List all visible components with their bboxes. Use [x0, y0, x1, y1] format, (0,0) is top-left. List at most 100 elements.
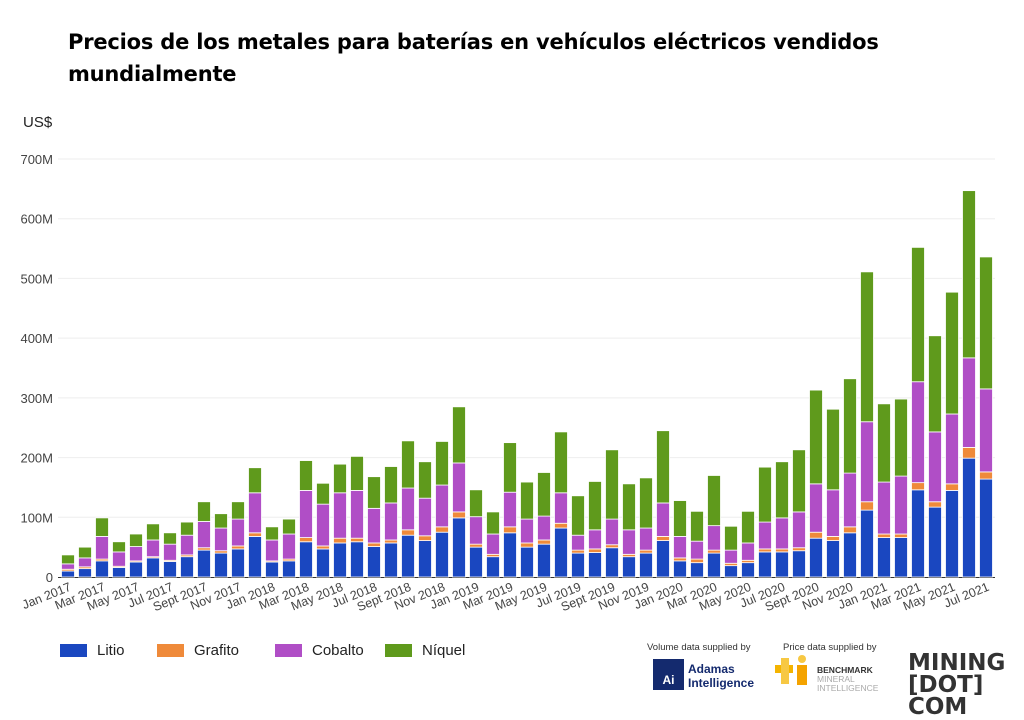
bar-segment-litio — [605, 547, 619, 578]
legend-item-litio: Litio — [60, 642, 125, 659]
bar-segment-cobalto — [979, 388, 993, 473]
bar-segment-níquel — [588, 481, 602, 531]
bar-segment-litio — [418, 540, 432, 578]
bar-segment-litio — [809, 537, 823, 578]
bar-segment-litio — [231, 548, 245, 578]
bar-segment-litio — [163, 561, 177, 578]
bar-segment-litio — [197, 549, 211, 578]
bar-segment-cobalto — [724, 549, 738, 564]
bar-segment-cobalto — [231, 518, 245, 547]
bar-segment-litio — [775, 551, 789, 578]
bar-segment-cobalto — [180, 534, 194, 556]
bar-segment-litio — [673, 560, 687, 578]
bar-segment-cobalto — [656, 502, 670, 537]
legend-swatch — [157, 644, 184, 657]
bar-segment-grafito — [469, 543, 483, 548]
bar-segment-litio — [843, 532, 857, 578]
bar-segment-grafito — [826, 535, 840, 541]
legend-label: Litio — [97, 642, 125, 659]
bar-segment-níquel — [537, 472, 551, 517]
bar-segment-litio — [384, 542, 398, 578]
bar-segment-cobalto — [316, 503, 330, 547]
bar-segment-níquel — [350, 455, 364, 491]
bar-segment-litio — [554, 527, 568, 578]
bar-segment-litio — [401, 534, 415, 578]
bar-segment-grafito — [248, 532, 262, 537]
bar-segment-litio — [350, 541, 364, 578]
bar-segment-cobalto — [690, 540, 704, 560]
bar-segment-litio — [469, 546, 483, 578]
legend-item-grafito: Grafito — [157, 642, 239, 659]
bar-segment-litio — [877, 537, 891, 578]
bar-segment-níquel — [639, 477, 653, 529]
bar-segment-cobalto — [197, 521, 211, 549]
bar-segment-litio — [452, 517, 466, 578]
bar-segment-cobalto — [741, 542, 755, 561]
bar-segment-cobalto — [95, 535, 109, 560]
bar-segment-cobalto — [486, 533, 500, 555]
bar-segment-cobalto — [503, 491, 517, 528]
bar-segment-litio — [690, 562, 704, 578]
bar-segment-grafito — [231, 545, 245, 550]
bar-segment-cobalto — [248, 492, 262, 534]
bar-segment-níquel — [809, 389, 823, 485]
bar-segment-litio — [333, 542, 347, 578]
bar-segment-litio — [656, 540, 670, 578]
bar-segment-níquel — [146, 523, 160, 541]
legend-label: Cobalto — [312, 642, 364, 659]
bar-segment-cobalto — [554, 492, 568, 524]
bar-segment-níquel — [894, 398, 908, 477]
bar-segment-cobalto — [282, 533, 296, 560]
bar-segment-cobalto — [78, 557, 92, 568]
bar-segment-níquel — [112, 541, 126, 553]
bar-segment-grafito — [758, 548, 772, 553]
bar-segment-litio — [265, 561, 279, 578]
bar-segment-cobalto — [588, 529, 602, 550]
bar-segment-níquel — [877, 403, 891, 483]
bar-segment-litio — [95, 560, 109, 578]
y-tick-label: 0 — [46, 570, 53, 585]
bar-segment-grafito — [962, 447, 976, 459]
bar-segment-grafito — [911, 482, 925, 491]
bar-segment-cobalto — [962, 357, 976, 448]
bar-segment-grafito — [435, 526, 449, 533]
chart-title: Precios de los metales para baterías en … — [68, 30, 879, 86]
bar-segment-litio — [860, 509, 874, 578]
bar-segment-cobalto — [61, 563, 75, 570]
bar-segment-litio — [129, 561, 143, 578]
bar-segment-litio — [622, 556, 636, 578]
mining-com-logo: MINING [DOT] COM — [908, 650, 1006, 720]
bar-segment-grafito — [299, 537, 313, 543]
bar-segment-litio — [367, 546, 381, 578]
bar-segment-litio — [979, 478, 993, 578]
bar-segment-cobalto — [775, 517, 789, 550]
bar-segment-níquel — [129, 533, 143, 547]
bar-segment-níquel — [724, 525, 738, 551]
bar-segment-grafito — [877, 533, 891, 538]
bar-segment-grafito — [401, 529, 415, 536]
bar-segment-níquel — [911, 246, 925, 383]
bar-segment-cobalto — [537, 515, 551, 541]
bar-segment-litio — [112, 567, 126, 578]
bar-segment-grafito — [418, 535, 432, 541]
bar-segment-grafito — [333, 537, 347, 544]
bar-segment-níquel — [486, 511, 500, 535]
bar-segment-cobalto — [520, 518, 534, 544]
bar-segment-níquel — [707, 475, 721, 527]
y-tick-label: 200M — [20, 451, 53, 466]
bar-segment-níquel — [333, 463, 347, 494]
bar-segment-litio — [316, 548, 330, 578]
bar-segment-níquel — [316, 482, 330, 505]
bar-segment-níquel — [384, 466, 398, 504]
bar-segment-grafito — [384, 539, 398, 544]
bar-segment-litio — [758, 551, 772, 578]
bar-segment-cobalto — [639, 527, 653, 551]
bar-segment-níquel — [860, 271, 874, 423]
bar-segment-níquel — [197, 501, 211, 522]
y-tick-label: 600M — [20, 212, 53, 227]
bar-segment-cobalto — [894, 475, 908, 535]
bar-segment-níquel — [435, 441, 449, 486]
bar-segment-níquel — [520, 481, 534, 520]
y-tick-label: 300M — [20, 391, 53, 406]
